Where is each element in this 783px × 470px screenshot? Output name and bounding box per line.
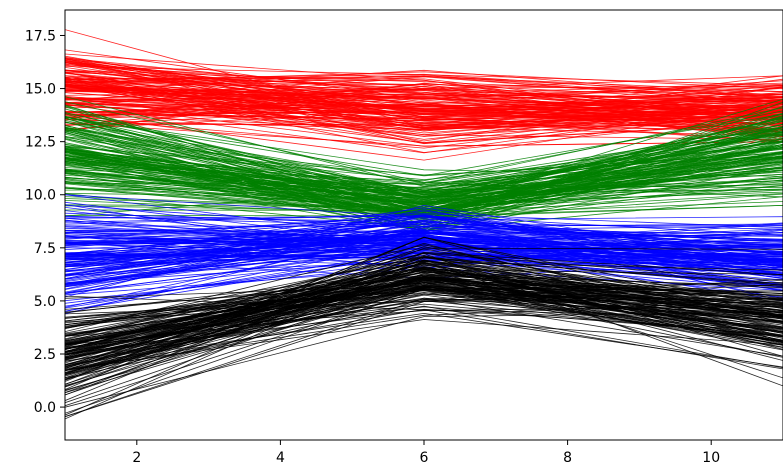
series-4-line [65, 282, 783, 342]
series-2-line [65, 98, 783, 208]
x-tick-label: 10 [702, 450, 720, 466]
series-1-line [65, 71, 783, 130]
series-3-line [65, 240, 783, 271]
series-1-line [65, 58, 783, 133]
series-3-line [65, 250, 783, 273]
series-1-line [65, 85, 783, 136]
series-4-line [65, 288, 783, 407]
series-2-line [65, 121, 783, 184]
y-tick-label: 10.0 [25, 188, 56, 204]
series-1-line [65, 58, 783, 107]
series-4-line [65, 270, 783, 345]
series-4-line [65, 263, 783, 358]
series-1-line [65, 87, 783, 127]
series-1-line [65, 57, 783, 102]
series-2-line [65, 116, 783, 210]
series-4-line [65, 274, 783, 328]
x-tick-label: 2 [132, 450, 141, 466]
series-4-line [65, 236, 783, 390]
series-4-line [65, 277, 783, 337]
series-3-line [65, 194, 783, 252]
series-2-line [65, 141, 783, 189]
series-1-line [65, 96, 783, 108]
series-3-line [65, 232, 783, 257]
series-1-line [65, 73, 783, 98]
series-1-line [65, 75, 783, 137]
series-4 [65, 236, 783, 420]
series-2-line [65, 117, 783, 205]
series-3-line [65, 245, 783, 295]
series-4-line [65, 308, 783, 371]
series-4-line [65, 276, 783, 361]
series-layer [65, 29, 783, 420]
series-2-line [65, 112, 783, 195]
series-3-line [65, 234, 783, 279]
series-4-line [65, 267, 783, 385]
series-4-line [65, 293, 783, 350]
x-tick-label: 6 [420, 450, 429, 466]
series-2-line [65, 105, 783, 205]
series-4-line [65, 319, 783, 371]
series-2-line [65, 113, 783, 177]
series-1-line [65, 97, 783, 144]
series-1-line [65, 56, 783, 111]
series-3-line [65, 215, 783, 255]
series-1-line [65, 49, 783, 100]
axes-layer: 2 4 6 8 10 0.0 2.5 5.0 7.5 10.0 12.5 15.0 17.5 [25, 9, 783, 466]
series-4-line [65, 299, 783, 328]
series-2-line [65, 131, 783, 203]
series-1-line [65, 86, 783, 137]
series-2-line [65, 148, 783, 197]
series-4-line [65, 276, 783, 355]
y-tick-label: 17.5 [25, 28, 56, 44]
series-2-line [65, 140, 783, 192]
y-tick-label: 5.0 [34, 294, 56, 310]
series-4-line [65, 280, 783, 374]
y-tick-label: 7.5 [34, 241, 56, 257]
y-tick-label: 2.5 [34, 347, 56, 363]
series-4-line [65, 279, 783, 404]
series-2-line [65, 126, 783, 192]
series-3-line [65, 239, 783, 261]
series-1-line [65, 96, 783, 123]
series-3-line [65, 223, 783, 309]
series-3-line [65, 234, 783, 267]
series-4-line [65, 303, 783, 348]
series-3-line [65, 227, 783, 281]
series-1-line [65, 84, 783, 129]
series-4-line [65, 289, 783, 367]
series-2-line [65, 101, 783, 198]
series-2-line [65, 168, 783, 188]
series-3-line [65, 219, 783, 270]
series-1-line [65, 67, 783, 121]
series-4-line [65, 257, 783, 342]
series-4-line [65, 261, 783, 358]
y-tick-label: 15.0 [25, 82, 56, 98]
series-1 [65, 29, 783, 161]
series-1-line [65, 75, 783, 121]
series-2-line [65, 130, 783, 200]
series-1-line [65, 84, 783, 140]
x-tick-label: 4 [276, 450, 285, 466]
series-1-line [65, 75, 783, 96]
series-3-line [65, 221, 783, 246]
y-tick-label: 0.0 [34, 400, 56, 416]
series-1-line [65, 101, 783, 147]
series-4-line [65, 300, 783, 356]
series-4-line [65, 286, 783, 391]
x-tick-label: 8 [563, 450, 572, 466]
series-4-line [65, 264, 783, 329]
series-4-line [65, 257, 783, 416]
series-2-line [65, 128, 783, 213]
series-1-line [65, 80, 783, 121]
series-3-line [65, 213, 783, 229]
series-2-line [65, 151, 783, 197]
series-2-line [65, 116, 783, 177]
y-tick-label: 12.5 [25, 135, 56, 151]
series-1-line [65, 71, 783, 90]
